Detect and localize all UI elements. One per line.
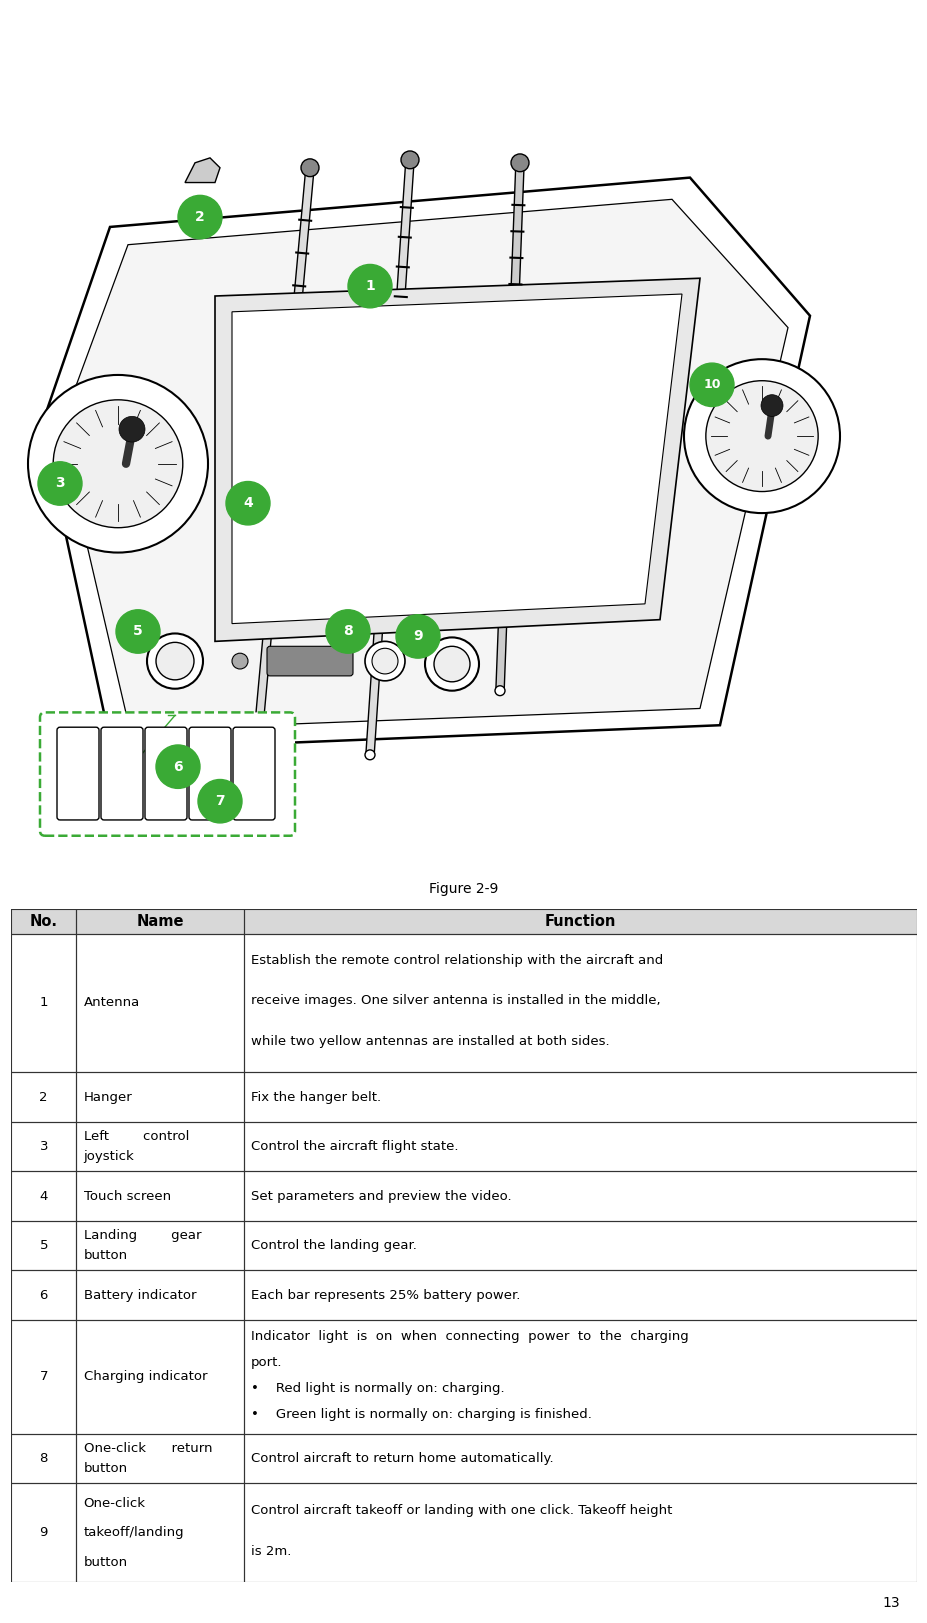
Text: 1: 1	[40, 997, 48, 1010]
Text: 8: 8	[343, 625, 352, 638]
Text: 1: 1	[364, 279, 375, 294]
Circle shape	[178, 195, 222, 239]
Text: Each bar represents 25% battery power.: Each bar represents 25% battery power.	[251, 1289, 520, 1302]
Text: Control the landing gear.: Control the landing gear.	[251, 1238, 416, 1253]
Text: 4: 4	[243, 497, 252, 510]
FancyBboxPatch shape	[57, 727, 99, 820]
Text: No.: No.	[30, 914, 57, 928]
Text: 3: 3	[40, 1139, 48, 1152]
Circle shape	[28, 375, 208, 552]
Text: 13: 13	[882, 1595, 899, 1610]
Text: 3: 3	[55, 477, 65, 490]
Text: 7: 7	[40, 1370, 48, 1383]
Text: 7: 7	[215, 794, 224, 808]
Circle shape	[683, 359, 839, 513]
Text: Control aircraft takeoff or landing with one click. Takeoff height: Control aircraft takeoff or landing with…	[251, 1503, 672, 1518]
Text: while two yellow antennas are installed at both sides.: while two yellow antennas are installed …	[251, 1035, 609, 1048]
Circle shape	[434, 646, 469, 682]
Bar	[76, 909, 244, 933]
Circle shape	[119, 417, 145, 441]
Circle shape	[705, 381, 818, 492]
Circle shape	[348, 265, 391, 308]
Circle shape	[396, 615, 439, 659]
Text: 9: 9	[413, 630, 423, 643]
Text: joystick: joystick	[83, 1151, 134, 1164]
Text: 5: 5	[40, 1238, 48, 1253]
Circle shape	[53, 399, 183, 527]
Text: Figure 2-9: Figure 2-9	[429, 881, 498, 896]
Text: 2: 2	[195, 209, 205, 224]
Text: Landing        gear: Landing gear	[83, 1229, 201, 1242]
Circle shape	[116, 610, 159, 652]
Circle shape	[690, 364, 733, 406]
Circle shape	[156, 643, 194, 680]
Text: receive images. One silver antenna is installed in the middle,: receive images. One silver antenna is in…	[251, 995, 660, 1008]
Text: One-click: One-click	[83, 1498, 146, 1511]
FancyBboxPatch shape	[267, 646, 352, 675]
Text: 6: 6	[173, 760, 183, 774]
Bar	[11, 909, 76, 933]
Text: Control the aircraft flight state.: Control the aircraft flight state.	[251, 1139, 458, 1152]
FancyBboxPatch shape	[145, 727, 187, 820]
Text: Control aircraft to return home automatically.: Control aircraft to return home automati…	[251, 1453, 553, 1466]
Circle shape	[300, 159, 319, 177]
Text: Fix the hanger belt.: Fix the hanger belt.	[251, 1091, 381, 1104]
Circle shape	[325, 610, 370, 652]
Circle shape	[494, 687, 504, 696]
Text: button: button	[83, 1250, 128, 1263]
Polygon shape	[42, 177, 809, 750]
Circle shape	[400, 151, 419, 169]
Text: is 2m.: is 2m.	[251, 1545, 291, 1558]
Text: Antenna: Antenna	[83, 997, 140, 1010]
Circle shape	[511, 154, 528, 172]
Polygon shape	[60, 200, 787, 730]
Circle shape	[38, 463, 82, 505]
Polygon shape	[232, 294, 681, 623]
Text: Establish the remote control relationship with the aircraft and: Establish the remote control relationshi…	[251, 954, 663, 967]
Circle shape	[364, 750, 375, 760]
Text: Indicator  light  is  on  when  connecting  power  to  the  charging: Indicator light is on when connecting po…	[251, 1331, 688, 1344]
Text: Touch screen: Touch screen	[83, 1190, 171, 1203]
Text: 5: 5	[133, 625, 143, 638]
Text: Function: Function	[544, 914, 616, 928]
Circle shape	[425, 638, 478, 691]
FancyBboxPatch shape	[233, 727, 274, 820]
Circle shape	[197, 779, 242, 823]
Text: button: button	[83, 1462, 128, 1475]
Bar	[244, 909, 916, 933]
Text: takeoff/landing: takeoff/landing	[83, 1526, 184, 1539]
Text: 10: 10	[703, 378, 720, 391]
FancyBboxPatch shape	[101, 727, 143, 820]
Circle shape	[760, 394, 782, 417]
Circle shape	[146, 633, 203, 688]
Text: Left        control: Left control	[83, 1130, 189, 1143]
Text: 6: 6	[40, 1289, 48, 1302]
Text: •    Green light is normally on: charging is finished.: • Green light is normally on: charging i…	[251, 1407, 591, 1420]
Circle shape	[156, 745, 200, 789]
Circle shape	[232, 652, 248, 669]
FancyBboxPatch shape	[40, 712, 295, 836]
Text: Set parameters and preview the video.: Set parameters and preview the video.	[251, 1190, 511, 1203]
FancyBboxPatch shape	[189, 727, 231, 820]
Text: Charging indicator: Charging indicator	[83, 1370, 207, 1383]
Text: Hanger: Hanger	[83, 1091, 133, 1104]
Text: button: button	[83, 1555, 128, 1568]
Polygon shape	[215, 278, 699, 641]
Text: Name: Name	[136, 914, 184, 928]
Circle shape	[364, 641, 404, 680]
Polygon shape	[184, 157, 220, 182]
Circle shape	[245, 820, 255, 829]
Circle shape	[226, 482, 270, 524]
Text: 9: 9	[40, 1526, 48, 1539]
Circle shape	[372, 648, 398, 674]
Text: port.: port.	[251, 1357, 283, 1370]
Text: One-click      return: One-click return	[83, 1441, 212, 1454]
Text: 4: 4	[40, 1190, 48, 1203]
Text: •    Red light is normally on: charging.: • Red light is normally on: charging.	[251, 1383, 504, 1396]
Text: 8: 8	[40, 1453, 48, 1466]
Text: 2: 2	[40, 1091, 48, 1104]
Text: Battery indicator: Battery indicator	[83, 1289, 196, 1302]
